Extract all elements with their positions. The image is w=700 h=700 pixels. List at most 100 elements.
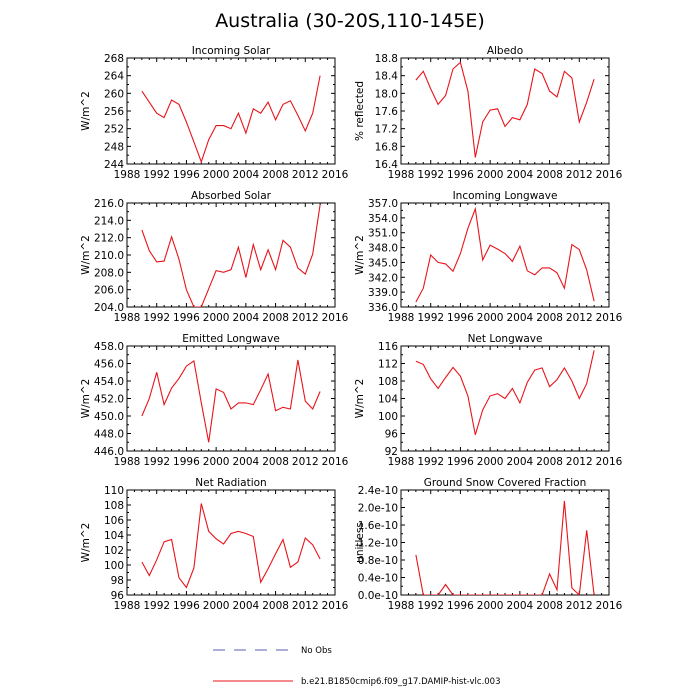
data-point <box>490 395 491 396</box>
series-line <box>415 61 595 158</box>
data-point <box>275 119 276 120</box>
data-point <box>216 538 217 539</box>
data-point <box>297 359 298 360</box>
x-tick-label: 2000 <box>477 456 504 468</box>
x-tick-label: 2004 <box>232 312 259 324</box>
data-point <box>141 561 142 562</box>
figure-title: Australia (30-20S,110-145E) <box>215 10 485 32</box>
x-tick-label: 1988 <box>114 312 141 324</box>
data-point <box>238 113 239 114</box>
y-tick-label: 336.0 <box>368 302 398 314</box>
x-tick-label: 1992 <box>417 600 444 612</box>
panel-title: Absorbed Solar <box>191 190 272 202</box>
data-point <box>534 274 535 275</box>
y-tick-label: 452.0 <box>94 394 124 406</box>
data-point <box>208 139 209 140</box>
y-tick-label: 348.0 <box>368 243 398 255</box>
data-point <box>297 267 298 268</box>
data-point <box>438 388 439 389</box>
x-tick-label: 2016 <box>322 600 349 612</box>
x-tick-label: 2008 <box>536 169 563 181</box>
data-point <box>571 244 572 245</box>
data-point <box>312 408 313 409</box>
data-point <box>223 125 224 126</box>
data-point <box>549 573 550 574</box>
data-point <box>245 402 246 403</box>
data-point <box>571 77 572 78</box>
y-tick-label: 108 <box>378 376 398 388</box>
data-point <box>171 99 172 100</box>
data-point <box>253 108 254 109</box>
data-point <box>549 91 550 92</box>
y-tick-label: 18.8 <box>375 53 398 65</box>
data-point <box>245 277 246 278</box>
data-point <box>445 584 446 585</box>
data-point <box>141 91 142 92</box>
data-point <box>571 380 572 381</box>
data-point <box>216 125 217 126</box>
y-tick-label: 210.0 <box>94 250 124 262</box>
y-tick-label: 0.4e-10 <box>358 573 398 585</box>
panel-ground-snow-covered-fraction: Ground Snow Covered Fraction unitless 0.0e… <box>354 477 623 612</box>
panel-title: Emitted Longwave <box>182 333 280 345</box>
data-point <box>164 541 165 542</box>
data-point <box>171 236 172 237</box>
x-tick-label: 2016 <box>322 456 349 468</box>
x-tick-label: 1992 <box>143 312 170 324</box>
data-point <box>223 543 224 544</box>
data-point <box>253 244 254 245</box>
y-tick-label: 351.0 <box>368 228 398 240</box>
data-point <box>556 272 557 273</box>
x-tick-label: 1992 <box>417 312 444 324</box>
data-point <box>268 249 269 250</box>
data-point <box>512 388 513 389</box>
y-tick-label: 17.6 <box>375 106 399 118</box>
data-point <box>245 533 246 534</box>
data-point <box>178 378 179 379</box>
data-point <box>238 247 239 248</box>
legend-label-model: b.e21.B1850cmip6.f09_g17.DAMIP-hist-vlc.… <box>301 677 501 687</box>
x-tick-label: 1988 <box>114 600 141 612</box>
data-point <box>549 386 550 387</box>
data-point <box>467 228 468 229</box>
data-point <box>260 582 261 583</box>
data-point <box>475 157 476 158</box>
data-point <box>186 366 187 367</box>
data-point <box>460 253 461 254</box>
x-tick-label: 1996 <box>173 456 200 468</box>
x-tick-label: 2000 <box>477 600 504 612</box>
data-point <box>475 434 476 435</box>
data-point <box>504 126 505 127</box>
x-tick-label: 2016 <box>596 169 623 181</box>
y-tick-label: 18.4 <box>375 71 399 83</box>
data-point <box>556 379 557 380</box>
data-point <box>216 270 217 271</box>
data-point <box>445 263 446 264</box>
x-tick-label: 2004 <box>232 456 259 468</box>
data-point <box>178 577 179 578</box>
data-point <box>282 240 283 241</box>
data-point <box>594 350 595 351</box>
panel-title: Incoming Longwave <box>453 190 558 202</box>
data-point <box>549 267 550 268</box>
y-tick-label: 216.0 <box>94 198 124 210</box>
y-tick-label: 264 <box>104 71 124 83</box>
x-tick-label: 2000 <box>203 456 230 468</box>
data-point <box>230 128 231 129</box>
data-point <box>156 559 157 560</box>
data-point <box>282 407 283 408</box>
x-tick-label: 2008 <box>262 312 289 324</box>
data-point <box>475 208 476 209</box>
data-point <box>297 561 298 562</box>
series-line <box>415 350 595 435</box>
x-tick-label: 2012 <box>566 456 593 468</box>
data-point <box>438 104 439 105</box>
data-point <box>201 161 202 162</box>
x-tick-label: 1996 <box>173 312 200 324</box>
y-tick-label: 448.0 <box>94 429 124 441</box>
data-point <box>186 289 187 290</box>
y-tick-label: 458.0 <box>94 341 124 353</box>
y-tick-label: 342.0 <box>368 272 398 284</box>
x-tick-label: 2016 <box>596 312 623 324</box>
